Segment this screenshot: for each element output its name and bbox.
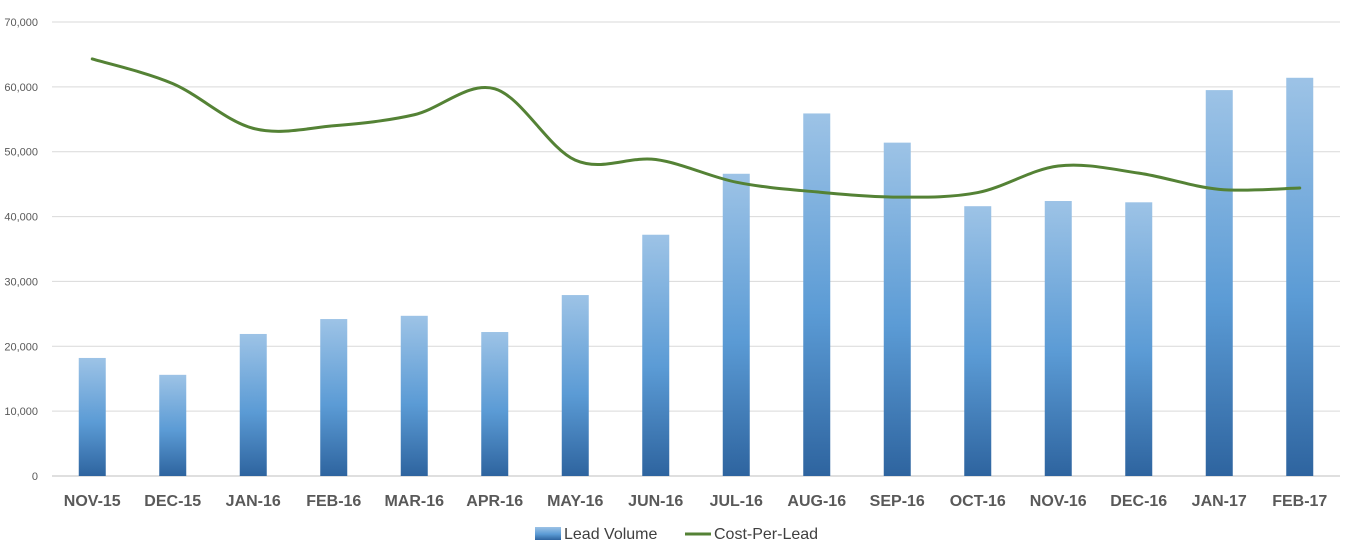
legend-label-lead-volume: Lead Volume [564, 526, 658, 543]
bar-lead-volume-nov-16 [1044, 201, 1072, 476]
x-tick-label: FEB-16 [306, 493, 361, 510]
y-tick-label: 30,000 [4, 276, 38, 288]
x-tick-label: JAN-16 [226, 493, 281, 510]
legend-swatch-lead-volume [535, 527, 561, 540]
y-tick-label: 40,000 [4, 212, 38, 224]
x-tick-label: NOV-15 [64, 493, 121, 510]
x-tick-label: SEP-16 [870, 493, 925, 510]
y-tick-label: 60,000 [4, 82, 38, 94]
bar-lead-volume-mar-16 [400, 315, 428, 476]
bar-lead-volume-may-16 [561, 295, 589, 476]
x-tick-label: MAR-16 [384, 493, 444, 510]
x-axis-tick-labels: NOV-15 DEC-15 JAN-16 FEB-16 MAR-16 APR-16 MAY-… [64, 493, 1328, 510]
y-tick-label: 50,000 [4, 147, 38, 159]
bar-lead-volume-dec-16 [1125, 202, 1153, 476]
y-tick-label: 10,000 [4, 406, 38, 418]
x-tick-label: APR-16 [466, 493, 523, 510]
legend-label-cost-per-lead: Cost-Per-Lead [714, 526, 818, 543]
x-tick-label: JUL-16 [710, 493, 763, 510]
x-tick-label: NOV-16 [1030, 493, 1087, 510]
legend: Lead Volume Cost-Per-Lead [535, 526, 818, 543]
cost-per-lead-line [90, 57, 1302, 199]
bar-lead-volume-jul-16 [722, 173, 750, 476]
bar-lead-volume-jan-17 [1205, 90, 1233, 476]
bar-lead-volume-jun-16 [642, 234, 670, 476]
y-tick-label: 70,000 [4, 17, 38, 29]
x-tick-label: OCT-16 [950, 493, 1006, 510]
x-tick-label: JAN-17 [1192, 493, 1247, 510]
x-tick-label: FEB-17 [1272, 493, 1327, 510]
x-tick-label: MAY-16 [547, 493, 603, 510]
x-tick-label: AUG-16 [787, 493, 846, 510]
y-tick-label: 0 [32, 471, 38, 483]
bar-lead-volume-oct-16 [964, 206, 992, 477]
bar-lead-volume-jan-16 [239, 333, 267, 476]
y-tick-label: 20,000 [4, 341, 38, 353]
bar-lead-volume-sep-16 [883, 142, 911, 477]
cost-per-lead-line-group [90, 57, 1302, 199]
bar-lead-volume-feb-17 [1286, 77, 1314, 476]
bar-lead-volume-feb-16 [320, 319, 348, 476]
x-tick-label: DEC-15 [144, 493, 201, 510]
bar-lead-volume-nov-15 [78, 357, 106, 476]
bar-lead-volume-aug-16 [803, 113, 831, 476]
bar-lead-volume-apr-16 [481, 332, 509, 476]
x-tick-label: DEC-16 [1110, 493, 1167, 510]
bar-lead-volume-dec-15 [159, 374, 187, 476]
y-axis-tick-labels: 0 10,000 20,000 30,000 40,000 50,000 60,000 70,… [4, 17, 38, 483]
x-tick-label: JUN-16 [628, 493, 683, 510]
lead-volume-bars [78, 77, 1314, 477]
